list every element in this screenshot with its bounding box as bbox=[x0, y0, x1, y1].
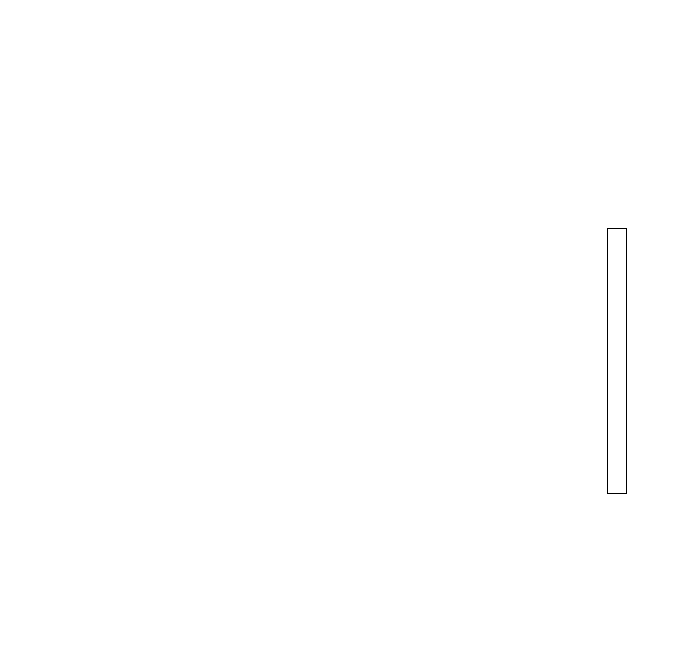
colorbar-gradient bbox=[607, 228, 627, 494]
